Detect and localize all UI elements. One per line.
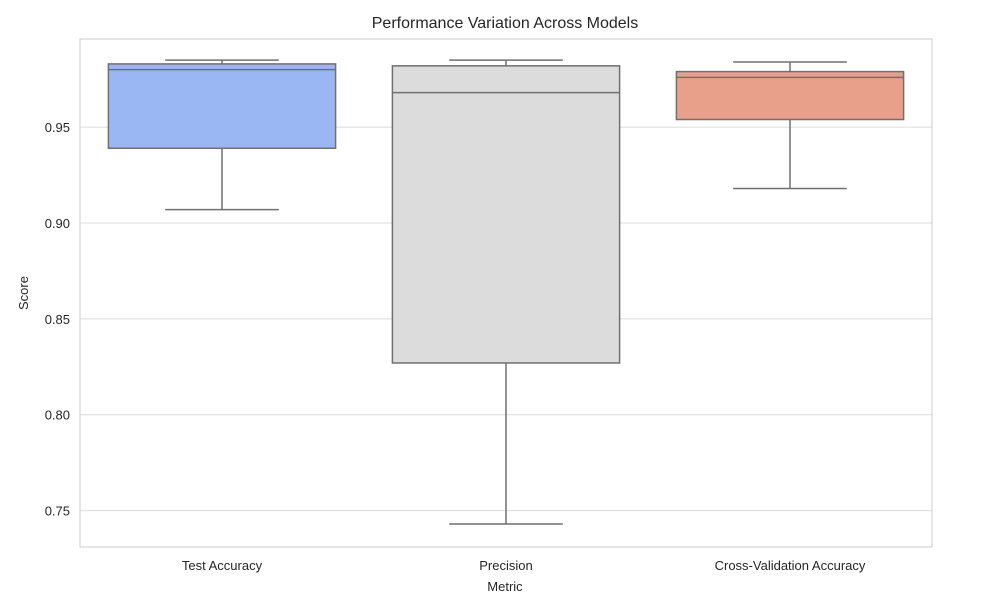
- y-axis-label: Score: [16, 276, 31, 310]
- y-tick-label: 0.95: [45, 120, 70, 135]
- plot-frame: [79, 38, 933, 548]
- chart-title: Performance Variation Across Models: [372, 15, 638, 32]
- box-2: [391, 59, 621, 525]
- box-body: [675, 70, 905, 121]
- x-axis-label: Metric: [487, 579, 523, 594]
- box-1: [107, 59, 337, 211]
- box-3: [675, 61, 905, 190]
- boxes-group: [107, 59, 905, 525]
- x-axis-ticks: Test Accuracy Precision Cross-Validation A…: [182, 558, 866, 573]
- x-tick-label: Cross-Validation Accuracy: [715, 558, 866, 573]
- y-axis-ticks: 0.75 0.80 0.85 0.90 0.95: [45, 120, 70, 518]
- box-body: [107, 63, 337, 150]
- box-body: [391, 65, 621, 364]
- y-tick-label: 0.80: [45, 408, 70, 423]
- x-tick-label: Precision: [479, 558, 532, 573]
- x-tick-label: Test Accuracy: [182, 558, 263, 573]
- y-tick-label: 0.85: [45, 312, 70, 327]
- y-tick-label: 0.90: [45, 216, 70, 231]
- y-tick-label: 0.75: [45, 504, 70, 519]
